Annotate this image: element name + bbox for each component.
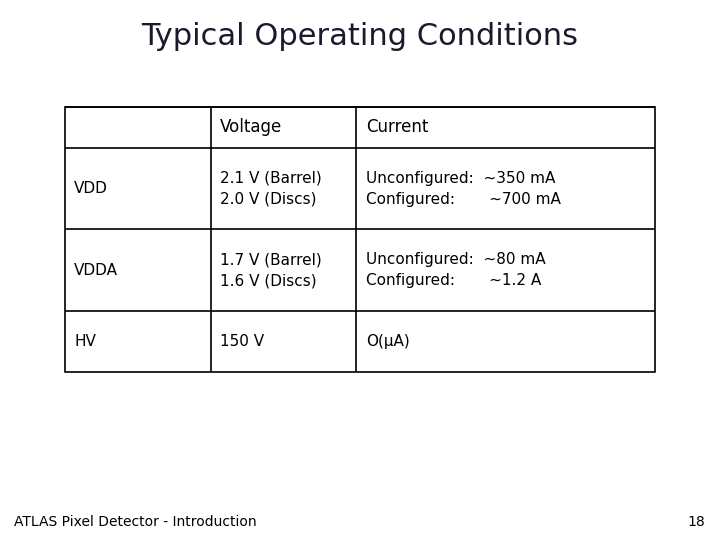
Text: Voltage: Voltage — [220, 118, 282, 137]
Text: HV: HV — [74, 334, 96, 349]
Bar — [65, 107, 655, 372]
Text: O(μA): O(μA) — [366, 334, 410, 349]
Text: VDDA: VDDA — [74, 263, 118, 278]
Text: Current: Current — [366, 118, 428, 137]
Text: VDD: VDD — [74, 181, 108, 196]
Text: Unconfigured:  ~350 mA
Configured:       ~700 mA: Unconfigured: ~350 mA Configured: ~700 m… — [366, 171, 561, 207]
Text: 150 V: 150 V — [220, 334, 264, 349]
Text: ATLAS Pixel Detector - Introduction: ATLAS Pixel Detector - Introduction — [14, 515, 257, 529]
Text: Typical Operating Conditions: Typical Operating Conditions — [142, 22, 578, 51]
Text: 18: 18 — [688, 515, 706, 529]
Text: Unconfigured:  ~80 mA
Configured:       ~1.2 A: Unconfigured: ~80 mA Configured: ~1.2 A — [366, 252, 546, 288]
Text: 2.1 V (Barrel)
2.0 V (Discs): 2.1 V (Barrel) 2.0 V (Discs) — [220, 171, 322, 207]
Text: 1.7 V (Barrel)
1.6 V (Discs): 1.7 V (Barrel) 1.6 V (Discs) — [220, 252, 322, 288]
